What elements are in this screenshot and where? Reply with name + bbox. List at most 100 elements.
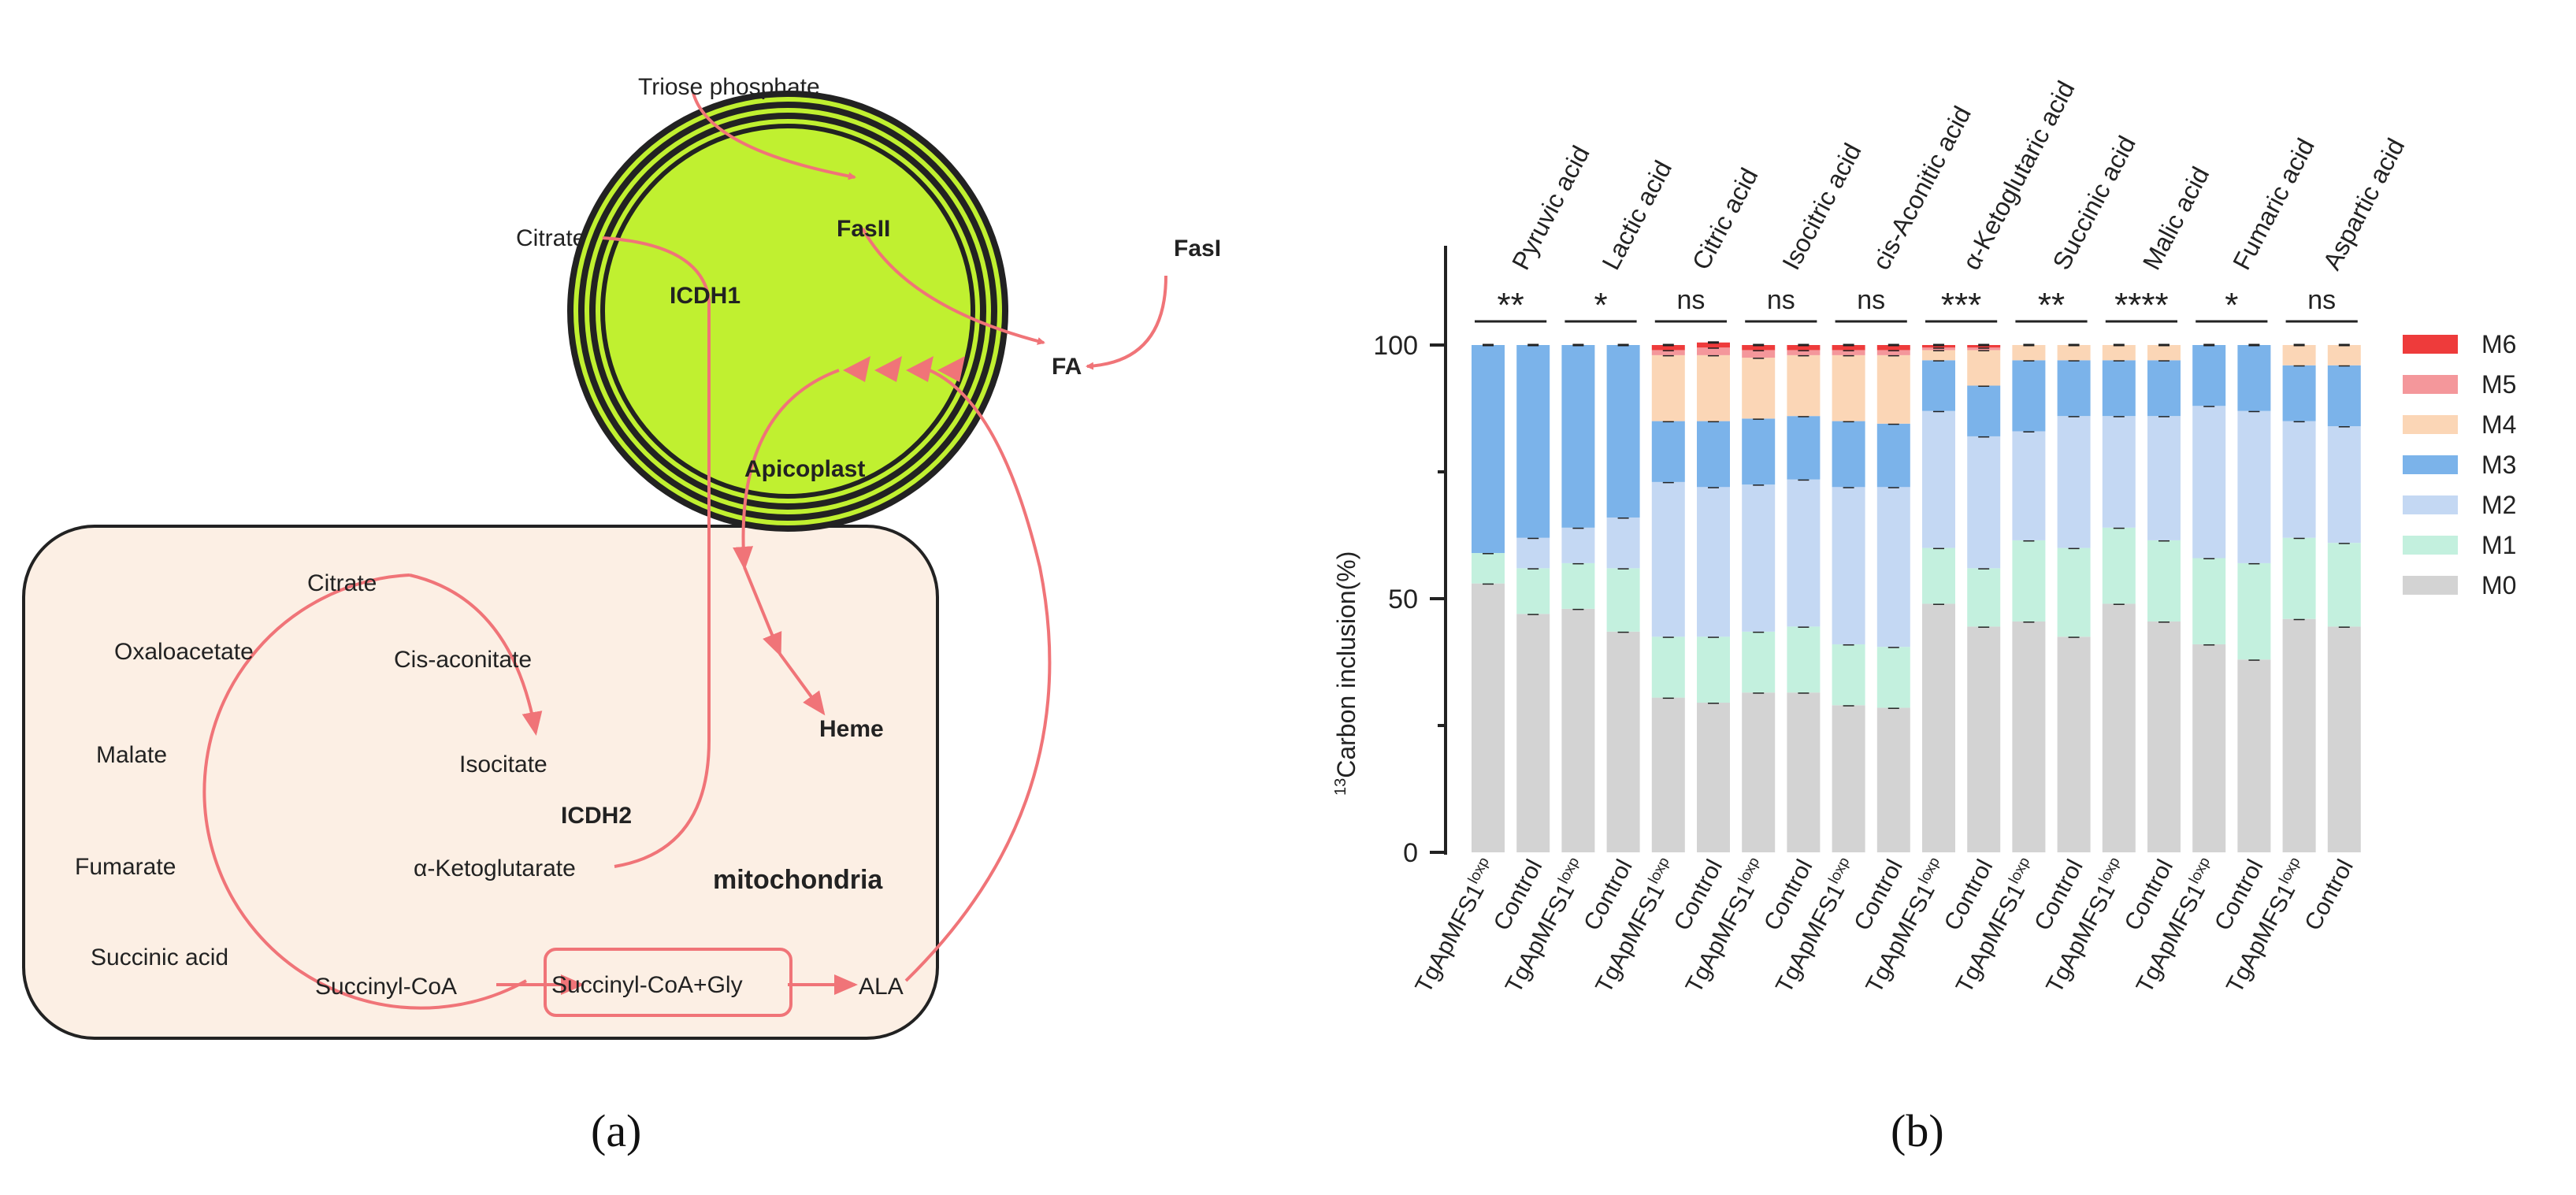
significance-label: ** <box>1497 286 1524 325</box>
bar-segment-m4 <box>1697 354 1730 421</box>
significance-label: * <box>2225 286 2238 325</box>
bar-segment-m0 <box>2012 621 2046 852</box>
label-succinyl-coa: Succinyl-CoA <box>315 974 457 1000</box>
bar-segment-m2 <box>1606 517 1640 569</box>
bar-segment-m3 <box>1787 416 1821 480</box>
pathway-diagram: Triose phosphate Citrate FasII ICDH1 Fas… <box>22 74 1221 1156</box>
bar-segment-m4 <box>2102 345 2136 361</box>
bar-segment-m0 <box>2237 659 2271 852</box>
bar-segment-m4 <box>1967 350 2001 386</box>
bar-segment-m3 <box>2147 360 2181 417</box>
group-label: Malic acid <box>2137 162 2215 275</box>
bar-segment-m2 <box>1922 410 1955 548</box>
bar-segment-m1 <box>1922 547 1955 604</box>
bar-segment-m3 <box>1472 345 1505 554</box>
bar-label: TgApMFS1loxp <box>1409 855 1502 997</box>
legend-label-m4: M4 <box>2481 410 2516 439</box>
bar-segment-m5 <box>1651 350 1685 355</box>
y-tick-label-0: 0 <box>1403 838 1418 868</box>
bar-segment-m4 <box>2012 345 2046 361</box>
bar-segment-m1 <box>1516 568 1550 614</box>
bar-segment-m0 <box>1967 626 2001 852</box>
bar-segment-m2 <box>1561 527 1595 563</box>
legend-swatch-m4 <box>2403 415 2458 434</box>
label-icdh2: ICDH2 <box>561 803 632 829</box>
bar-segment-m5 <box>1876 350 1910 355</box>
group-label: Citric acid <box>1687 163 1764 274</box>
bar-segment-m4 <box>1742 358 1776 419</box>
bar-segment-m0 <box>1832 705 1865 852</box>
bar-segment-m0 <box>2327 626 2361 852</box>
significance-label: **** <box>2114 286 2169 325</box>
bar-segment-m4 <box>2057 345 2091 361</box>
bar-segment-m0 <box>1472 583 1505 852</box>
bar-segment-m3 <box>1651 421 1685 482</box>
import-arrowhead-4 <box>937 356 965 382</box>
label-malate: Malate <box>96 742 167 768</box>
bar-segment-m4 <box>1787 354 1821 417</box>
bar-segment-m2 <box>1967 436 2001 569</box>
apicoplast-import-arrowheads <box>843 356 965 382</box>
bar-segment-m1 <box>2282 537 2316 619</box>
bar-segment-m0 <box>2282 618 2316 852</box>
arrow-ala-to-apicoplast <box>904 369 1052 982</box>
bar-segment-m0 <box>2102 603 2136 852</box>
group-label: Fumaric acid <box>2227 134 2320 275</box>
group-label: Pyruvic acid <box>1506 141 1595 274</box>
label-apicoplast: Apicoplast <box>744 456 865 482</box>
bar-label: Control <box>2299 855 2359 935</box>
bar-segment-m3 <box>1742 418 1776 485</box>
bar-segment-m6 <box>1787 345 1821 351</box>
stacked-bar-chart: 0 50 100 13Carbon inclusion(%) ** * ns ns ns… <box>1332 76 2516 1156</box>
bar-segment-m1 <box>1787 626 1821 693</box>
bar-segment-m2 <box>2237 410 2271 563</box>
bar-segment-m1 <box>1561 562 1595 609</box>
bar-segment-m0 <box>2057 636 2091 852</box>
arrow-citrate-icdh <box>602 236 711 868</box>
bar-segment-m3 <box>1876 423 1910 488</box>
label-fa: FA <box>1052 354 1082 380</box>
legend-label-m6: M6 <box>2481 330 2516 358</box>
pathway-arrows <box>202 92 1167 1010</box>
legend-label-m5: M5 <box>2481 370 2516 399</box>
bar-segment-m1 <box>2057 547 2091 637</box>
label-mitochondria: mitochondria <box>713 865 883 895</box>
bar-segment-m4 <box>1651 354 1685 421</box>
bar-segment-m3 <box>1606 345 1640 518</box>
bar-segment-m0 <box>1606 631 1640 852</box>
bar-segment-m1 <box>2327 543 2361 627</box>
bar-segment-m3 <box>2192 345 2226 406</box>
legend-label-m1: M1 <box>2481 531 2516 559</box>
import-arrowhead-2 <box>874 356 902 382</box>
panel-a-label: (a) <box>591 1105 641 1156</box>
bar-segment-m1 <box>1876 647 1910 708</box>
bar-segment-m3 <box>2282 365 2316 421</box>
bar-segment-m2 <box>1876 487 1910 648</box>
bar-segment-m3 <box>2102 360 2136 417</box>
legend-swatch-m6 <box>2403 335 2458 354</box>
arrow-fasi-to-fa <box>1086 275 1167 370</box>
bar-segment-m0 <box>1876 707 1910 852</box>
legend-label-m3: M3 <box>2481 451 2516 479</box>
bar-segment-m1 <box>2237 562 2271 660</box>
bar-segment-m6 <box>1876 345 1910 351</box>
significance-label: ** <box>2038 286 2065 325</box>
bar-segment-m0 <box>1787 692 1821 852</box>
bar-segment-m4 <box>2282 345 2316 366</box>
bar-segment-m0 <box>2147 621 2181 852</box>
bar-segment-m2 <box>2102 416 2136 528</box>
bar-segment-m6 <box>1651 345 1685 351</box>
bar-segment-m6 <box>1697 342 1730 348</box>
bar-segment-m3 <box>1697 421 1730 488</box>
bar-segment-m2 <box>1742 484 1776 632</box>
bar-segment-m3 <box>2057 360 2091 417</box>
bar-segment-m3 <box>2237 345 2271 411</box>
bar-segment-m2 <box>2057 416 2091 548</box>
bar-segment-m2 <box>1787 479 1821 627</box>
bar-segment-m1 <box>1697 636 1730 703</box>
bar-segment-m2 <box>2147 416 2181 540</box>
group-label: Lactic acid <box>1596 156 1677 274</box>
label-alpha-ketoglutarate: α-Ketoglutarate <box>414 855 576 881</box>
label-citrate: Citrate <box>307 570 377 596</box>
